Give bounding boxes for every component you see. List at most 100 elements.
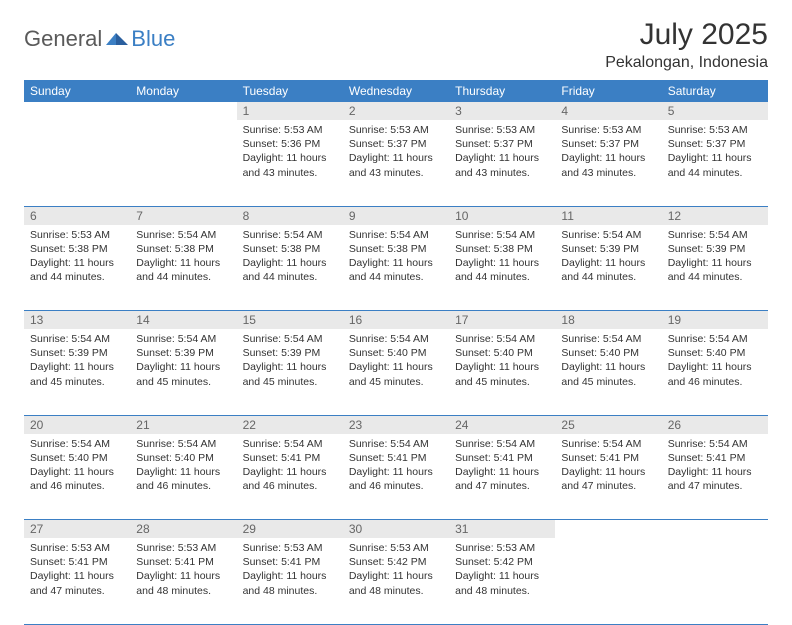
day-cell: Sunrise: 5:54 AMSunset: 5:38 PMDaylight:… [449, 225, 555, 311]
day-number-cell: 8 [237, 206, 343, 225]
day-details: Sunrise: 5:54 AMSunset: 5:41 PMDaylight:… [343, 434, 449, 500]
day-number-cell: 31 [449, 520, 555, 539]
week-row: Sunrise: 5:54 AMSunset: 5:40 PMDaylight:… [24, 434, 768, 520]
day-cell [130, 120, 236, 206]
day-number-cell: 25 [555, 415, 661, 434]
day-cell [24, 120, 130, 206]
day-cell [662, 538, 768, 624]
day-cell: Sunrise: 5:54 AMSunset: 5:41 PMDaylight:… [449, 434, 555, 520]
page-title: July 2025 [605, 18, 768, 52]
day-cell: Sunrise: 5:53 AMSunset: 5:37 PMDaylight:… [662, 120, 768, 206]
day-cell: Sunrise: 5:54 AMSunset: 5:39 PMDaylight:… [130, 329, 236, 415]
week-row: Sunrise: 5:53 AMSunset: 5:38 PMDaylight:… [24, 225, 768, 311]
day-number-cell: 4 [555, 102, 661, 120]
day-number-cell: 2 [343, 102, 449, 120]
day-cell: Sunrise: 5:54 AMSunset: 5:41 PMDaylight:… [662, 434, 768, 520]
day-number-cell: 6 [24, 206, 130, 225]
day-number-cell: 21 [130, 415, 236, 434]
day-number-cell: 20 [24, 415, 130, 434]
day-cell: Sunrise: 5:54 AMSunset: 5:38 PMDaylight:… [343, 225, 449, 311]
daynum-row: 6789101112 [24, 206, 768, 225]
day-cell: Sunrise: 5:53 AMSunset: 5:42 PMDaylight:… [449, 538, 555, 624]
calendar-table: Sunday Monday Tuesday Wednesday Thursday… [24, 80, 768, 625]
day-details: Sunrise: 5:53 AMSunset: 5:36 PMDaylight:… [237, 120, 343, 186]
day-cell: Sunrise: 5:54 AMSunset: 5:39 PMDaylight:… [555, 225, 661, 311]
day-details: Sunrise: 5:54 AMSunset: 5:38 PMDaylight:… [449, 225, 555, 291]
day-number-cell: 17 [449, 311, 555, 330]
brand-part1: General [24, 26, 102, 52]
weekday-header: Tuesday [237, 80, 343, 102]
day-cell: Sunrise: 5:53 AMSunset: 5:37 PMDaylight:… [449, 120, 555, 206]
day-number-cell: 23 [343, 415, 449, 434]
day-details: Sunrise: 5:54 AMSunset: 5:39 PMDaylight:… [662, 225, 768, 291]
daynum-row: 12345 [24, 102, 768, 120]
day-cell: Sunrise: 5:54 AMSunset: 5:38 PMDaylight:… [130, 225, 236, 311]
day-details: Sunrise: 5:53 AMSunset: 5:38 PMDaylight:… [24, 225, 130, 291]
week-row: Sunrise: 5:53 AMSunset: 5:41 PMDaylight:… [24, 538, 768, 624]
day-details: Sunrise: 5:54 AMSunset: 5:41 PMDaylight:… [449, 434, 555, 500]
day-details: Sunrise: 5:53 AMSunset: 5:41 PMDaylight:… [237, 538, 343, 604]
day-details: Sunrise: 5:54 AMSunset: 5:38 PMDaylight:… [343, 225, 449, 291]
day-details: Sunrise: 5:54 AMSunset: 5:40 PMDaylight:… [555, 329, 661, 395]
day-number-cell: 28 [130, 520, 236, 539]
day-cell: Sunrise: 5:54 AMSunset: 5:39 PMDaylight:… [24, 329, 130, 415]
day-number-cell: 27 [24, 520, 130, 539]
day-cell: Sunrise: 5:53 AMSunset: 5:41 PMDaylight:… [130, 538, 236, 624]
day-cell: Sunrise: 5:54 AMSunset: 5:41 PMDaylight:… [237, 434, 343, 520]
day-details: Sunrise: 5:53 AMSunset: 5:41 PMDaylight:… [130, 538, 236, 604]
day-details: Sunrise: 5:53 AMSunset: 5:42 PMDaylight:… [449, 538, 555, 604]
day-details: Sunrise: 5:53 AMSunset: 5:42 PMDaylight:… [343, 538, 449, 604]
day-details: Sunrise: 5:54 AMSunset: 5:39 PMDaylight:… [555, 225, 661, 291]
day-number-cell: 15 [237, 311, 343, 330]
weekday-header: Wednesday [343, 80, 449, 102]
day-cell: Sunrise: 5:54 AMSunset: 5:40 PMDaylight:… [24, 434, 130, 520]
day-number-cell: 12 [662, 206, 768, 225]
day-number-cell [555, 520, 661, 539]
day-cell: Sunrise: 5:54 AMSunset: 5:39 PMDaylight:… [662, 225, 768, 311]
day-number-cell: 9 [343, 206, 449, 225]
day-number-cell: 14 [130, 311, 236, 330]
day-number-cell: 16 [343, 311, 449, 330]
day-cell: Sunrise: 5:54 AMSunset: 5:40 PMDaylight:… [555, 329, 661, 415]
day-details: Sunrise: 5:54 AMSunset: 5:39 PMDaylight:… [237, 329, 343, 395]
location-label: Pekalongan, Indonesia [605, 54, 768, 72]
weekday-header: Friday [555, 80, 661, 102]
day-number-cell: 29 [237, 520, 343, 539]
day-details: Sunrise: 5:54 AMSunset: 5:39 PMDaylight:… [130, 329, 236, 395]
weekday-header: Monday [130, 80, 236, 102]
day-cell: Sunrise: 5:54 AMSunset: 5:40 PMDaylight:… [662, 329, 768, 415]
day-details: Sunrise: 5:53 AMSunset: 5:37 PMDaylight:… [449, 120, 555, 186]
day-cell: Sunrise: 5:54 AMSunset: 5:40 PMDaylight:… [449, 329, 555, 415]
day-cell: Sunrise: 5:54 AMSunset: 5:40 PMDaylight:… [130, 434, 236, 520]
day-cell: Sunrise: 5:53 AMSunset: 5:38 PMDaylight:… [24, 225, 130, 311]
day-cell: Sunrise: 5:53 AMSunset: 5:37 PMDaylight:… [343, 120, 449, 206]
day-details: Sunrise: 5:54 AMSunset: 5:41 PMDaylight:… [555, 434, 661, 500]
day-cell: Sunrise: 5:54 AMSunset: 5:41 PMDaylight:… [555, 434, 661, 520]
day-details: Sunrise: 5:54 AMSunset: 5:40 PMDaylight:… [343, 329, 449, 395]
day-number-cell [24, 102, 130, 120]
day-details: Sunrise: 5:54 AMSunset: 5:40 PMDaylight:… [449, 329, 555, 395]
day-number-cell: 1 [237, 102, 343, 120]
day-number-cell: 11 [555, 206, 661, 225]
day-details: Sunrise: 5:53 AMSunset: 5:37 PMDaylight:… [662, 120, 768, 186]
day-number-cell [662, 520, 768, 539]
day-number-cell: 24 [449, 415, 555, 434]
weekday-header: Thursday [449, 80, 555, 102]
day-details: Sunrise: 5:54 AMSunset: 5:38 PMDaylight:… [130, 225, 236, 291]
day-number-cell: 5 [662, 102, 768, 120]
week-row: Sunrise: 5:53 AMSunset: 5:36 PMDaylight:… [24, 120, 768, 206]
day-cell: Sunrise: 5:53 AMSunset: 5:41 PMDaylight:… [24, 538, 130, 624]
day-number-cell: 3 [449, 102, 555, 120]
brand-logo: General Blue [24, 26, 175, 52]
day-cell [555, 538, 661, 624]
day-cell: Sunrise: 5:54 AMSunset: 5:41 PMDaylight:… [343, 434, 449, 520]
day-details: Sunrise: 5:54 AMSunset: 5:39 PMDaylight:… [24, 329, 130, 395]
day-details: Sunrise: 5:54 AMSunset: 5:40 PMDaylight:… [130, 434, 236, 500]
day-details: Sunrise: 5:53 AMSunset: 5:37 PMDaylight:… [343, 120, 449, 186]
daynum-row: 13141516171819 [24, 311, 768, 330]
day-details: Sunrise: 5:54 AMSunset: 5:40 PMDaylight:… [662, 329, 768, 395]
weekday-header: Saturday [662, 80, 768, 102]
day-cell: Sunrise: 5:54 AMSunset: 5:40 PMDaylight:… [343, 329, 449, 415]
day-number-cell: 7 [130, 206, 236, 225]
day-number-cell [130, 102, 236, 120]
